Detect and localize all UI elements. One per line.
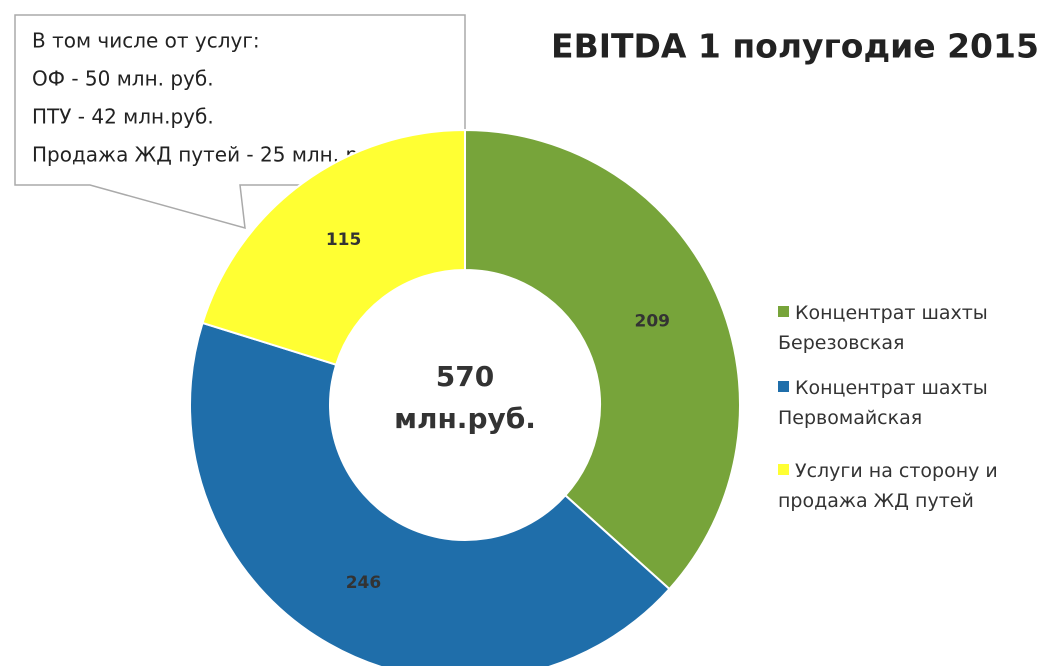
legend-swatch — [778, 306, 789, 317]
data-label: 209 — [635, 312, 671, 332]
donut-segment — [464, 128, 741, 591]
legend-swatch — [778, 464, 789, 475]
legend-swatch — [778, 381, 789, 392]
annotation-line: ОФ - 50 млн. руб. — [32, 67, 214, 91]
center-unit: млн.руб. — [394, 402, 536, 435]
legend-entry: Услуги на сторону и продажа ЖД путей — [778, 456, 1028, 516]
legend-label: Концентрат шахты Березовская — [778, 302, 988, 354]
data-label: 115 — [326, 230, 362, 250]
donut-segment — [189, 321, 671, 666]
annotation-line: ПТУ - 42 млн.руб. — [32, 105, 214, 129]
data-label: 246 — [346, 573, 382, 593]
annotation-line: Продажа ЖД путей - 25 млн. руб. — [32, 143, 389, 167]
legend-entry: Концентрат шахты Березовская — [778, 298, 1028, 358]
legend-label: Концентрат шахты Первомайская — [778, 377, 988, 429]
legend-entry: Концентрат шахты Первомайская — [778, 373, 1028, 433]
center-total: 570 — [436, 360, 494, 393]
annotation-line: В том числе от услуг: — [32, 29, 260, 53]
chart-title: EBITDA 1 полугодие 2015 — [551, 27, 1039, 66]
donut-segment — [201, 128, 466, 366]
legend-label: Услуги на сторону и продажа ЖД путей — [778, 460, 998, 512]
